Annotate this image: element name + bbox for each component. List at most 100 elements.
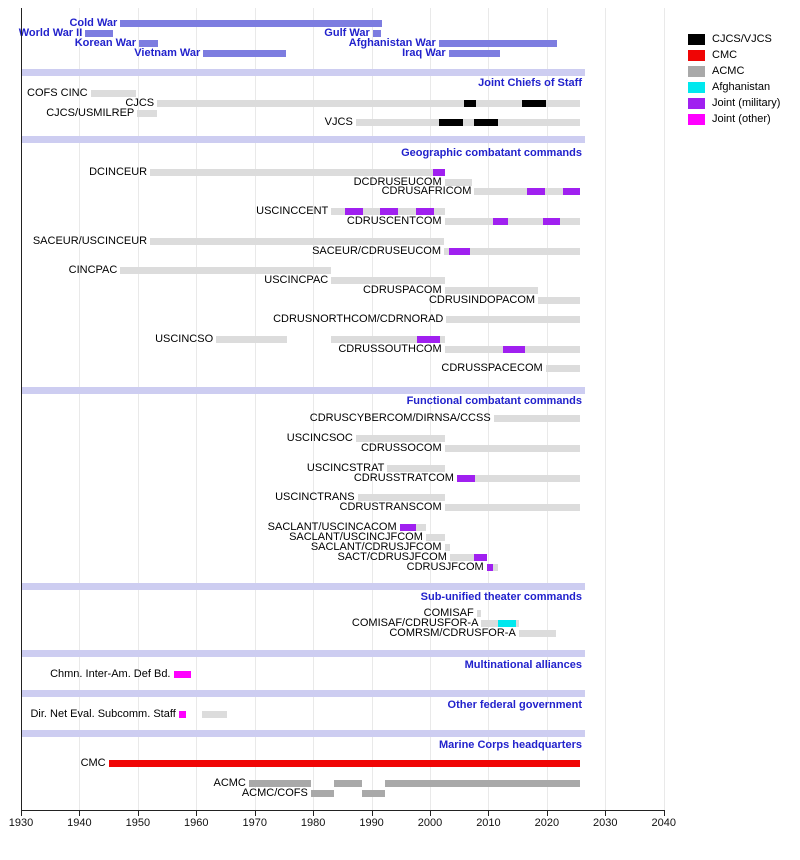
legend-label: Joint (other) — [712, 113, 771, 125]
x-axis-ticklabel-1980: 1980 — [300, 817, 326, 829]
bar-segment-war — [372, 30, 382, 37]
row-label: SACT/CDRUSJFCOM — [337, 551, 447, 563]
bar-segment-joint_other — [173, 671, 192, 678]
bar-segment-war — [203, 50, 286, 57]
bar-segment-position — [446, 316, 580, 323]
bar-segment-position — [331, 208, 346, 215]
bar-segment-joint_other — [178, 711, 187, 718]
section-header: Joint Chiefs of Staff — [478, 77, 582, 89]
bar-segment-position — [425, 534, 445, 541]
row-label: USCINCCENT — [256, 205, 329, 217]
bar-segment-position — [497, 119, 580, 126]
bar-segment-position — [444, 504, 580, 511]
row-label: CDRUSNORTHCOM/CDRNORAD — [273, 313, 444, 325]
bar-segment-position — [518, 630, 556, 637]
legend-swatch-acmc — [688, 66, 705, 77]
row-label: USCINCPAC — [264, 274, 329, 286]
bar-segment-position — [463, 119, 475, 126]
row-label: Iraq War — [402, 47, 446, 59]
bar-segment-position — [470, 248, 580, 255]
bar-segment-joint_mil — [474, 554, 487, 561]
bar-segment-joint_mil — [562, 188, 580, 195]
row-label: ACMC — [213, 777, 246, 789]
bar-segment-acmc — [310, 790, 334, 797]
gridline-1980 — [313, 8, 315, 810]
x-axis-ticklabel-1960: 1960 — [184, 817, 209, 829]
bar-segment-acmc — [385, 780, 580, 787]
legend-label: CJCS/VJCS — [712, 33, 772, 45]
bar-segment-position — [444, 346, 504, 353]
gridline-2020 — [546, 8, 548, 810]
bar-segment-war — [85, 30, 113, 37]
row-label: Chmn. Inter-Am. Def Bd. — [50, 668, 171, 680]
row-label: USCINCSO — [155, 333, 214, 345]
section-header: Geographic combatant commands — [401, 147, 582, 159]
bar-segment-war — [120, 20, 383, 27]
x-axis-ticklabel-2000: 2000 — [417, 817, 443, 829]
bar-segment-position — [507, 218, 543, 225]
bar-segment-position — [481, 620, 498, 627]
bar-segment-position — [415, 524, 426, 531]
x-axis-tick-1950 — [137, 811, 139, 816]
x-axis-ticklabel-2020: 2020 — [534, 817, 560, 829]
x-axis-tick-1960 — [196, 811, 198, 816]
bar-segment-position — [444, 248, 449, 255]
row-label: CDRUSCENTCOM — [346, 215, 442, 227]
gridline-2000 — [430, 8, 431, 810]
bar-segment-position — [515, 620, 519, 627]
bar-segment-cjcs — [522, 100, 546, 107]
row-label: CDRUSCYBERCOM/DIRNSA/CCSS — [309, 412, 491, 424]
x-axis-tick-2000 — [430, 811, 431, 816]
x-axis-tick-2020 — [546, 811, 548, 816]
bar-segment-position — [474, 188, 527, 195]
row-label: DCINCEUR — [89, 166, 148, 178]
bar-segment-position — [433, 208, 445, 215]
x-axis-tick-1970 — [254, 811, 256, 816]
bar-segment-joint_mil — [542, 218, 561, 225]
row-label: CDRUSINDOPACOM — [428, 294, 536, 306]
row-label: SACLANT/USCINCACOM — [267, 521, 397, 533]
row-label: COMRSM/CDRUSFOR-A — [389, 627, 516, 639]
bar-segment-position — [444, 218, 493, 225]
row-label: COFS CINC — [27, 87, 88, 99]
row-label: SACLANT/CDRUSJFCOM — [310, 541, 442, 553]
bar-segment-position — [201, 711, 228, 718]
x-axis-line — [21, 810, 665, 811]
row-label: USCINCSOC — [286, 432, 353, 444]
bar-segment-joint_mil — [432, 169, 445, 176]
bar-segment-joint_mil — [399, 524, 416, 531]
x-axis-ticklabel-1970: 1970 — [242, 817, 267, 829]
x-axis-tick-1980 — [313, 811, 315, 816]
row-label: Afghanistan War — [348, 37, 436, 49]
bar-segment-position — [157, 100, 464, 107]
bar-segment-position — [331, 336, 417, 343]
bar-segment-cmc — [108, 760, 580, 767]
row-label: CJCS — [125, 97, 155, 109]
gridline-1970 — [254, 8, 256, 810]
bar-segment-position — [545, 100, 580, 107]
x-axis-ticklabel-1940: 1940 — [67, 817, 92, 829]
section-band — [21, 387, 585, 394]
gridline-2010 — [488, 8, 490, 810]
gridline-1960 — [196, 8, 198, 810]
bar-segment-war — [438, 40, 558, 47]
bar-segment-war — [448, 50, 500, 57]
bar-segment-position — [444, 287, 539, 294]
legend-swatch-joint_mil — [688, 98, 705, 109]
bar-segment-position — [525, 346, 580, 353]
section-band — [21, 730, 585, 737]
gridline-1990 — [371, 8, 373, 810]
section-header: Sub-unified theater commands — [420, 591, 582, 603]
bar-segment-position — [544, 188, 563, 195]
row-label: COMISAF/CDRUSFOR-A — [351, 617, 479, 629]
bar-segment-position — [150, 169, 433, 176]
bar-segment-joint_mil — [527, 188, 545, 195]
bar-segment-cjcs — [463, 100, 476, 107]
bar-segment-position — [90, 90, 136, 97]
bar-segment-joint_mil — [486, 564, 494, 571]
row-label: CDRUSPACOM — [362, 284, 442, 296]
bar-segment-position — [357, 494, 445, 501]
bar-segment-joint_mil — [416, 336, 440, 343]
row-label: CDRUSSOCOM — [360, 442, 442, 454]
